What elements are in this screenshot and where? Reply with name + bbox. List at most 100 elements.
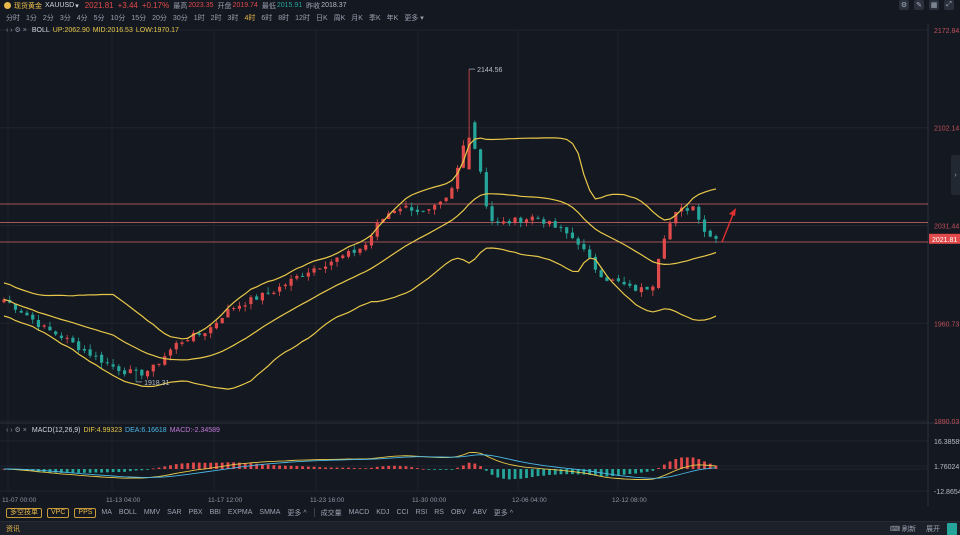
candle-body-16 <box>94 355 98 357</box>
expand-button[interactable]: 展开 <box>926 526 940 533</box>
macd-legend-toggle-icon[interactable]: ‹ › ⚙ × <box>6 427 27 434</box>
candle-body-4 <box>25 312 29 316</box>
sub-indicator-7[interactable]: ABV <box>472 509 487 516</box>
interval-15[interactable]: 8时 <box>278 14 290 22</box>
interval-5[interactable]: 5分 <box>93 14 105 22</box>
interval-0[interactable]: 分时 <box>6 14 20 22</box>
interval-14[interactable]: 6时 <box>261 14 273 22</box>
last-price: 2021.81 <box>84 1 114 10</box>
sub-indicator-8[interactable]: 更多 ^ <box>493 509 514 517</box>
candle-body-92 <box>530 216 534 221</box>
macd-bar-21 <box>123 469 126 472</box>
candle-body-50 <box>289 278 293 286</box>
interval-1[interactable]: 1分 <box>26 14 37 22</box>
sub-indicator-3[interactable]: CCI <box>396 509 409 516</box>
legend-toggle-icon[interactable]: ‹ › ⚙ × <box>6 27 27 34</box>
candle-body-39 <box>226 309 230 318</box>
candle-body-85 <box>490 206 494 222</box>
interval-6[interactable]: 10分 <box>110 14 126 22</box>
candle-body-18 <box>105 362 109 364</box>
draw-tool-icon[interactable]: ✎ <box>914 0 924 10</box>
macd-bar-106 <box>611 469 615 476</box>
candle-body-2 <box>13 303 18 310</box>
interval-20[interactable]: 季K <box>368 14 381 22</box>
interval-3[interactable]: 3分 <box>59 14 71 22</box>
interval-8[interactable]: 20分 <box>152 14 167 22</box>
candle-body-57 <box>329 261 333 266</box>
candle-body-120 <box>691 206 695 211</box>
candle-body-12 <box>71 337 75 343</box>
fullscreen-icon[interactable]: ⤢ <box>944 0 954 10</box>
candle-body-35 <box>203 333 207 337</box>
interval-7[interactable]: 15分 <box>131 14 147 22</box>
main-indicator-1[interactable]: BOLL <box>118 509 137 516</box>
interval-2[interactable]: 2分 <box>42 14 54 22</box>
candle-body-96 <box>553 221 557 228</box>
macd-bar-35 <box>203 462 207 470</box>
indicator-button-2[interactable]: PPS <box>74 507 97 518</box>
indicator-button-0[interactable]: 多空技单 <box>6 507 42 518</box>
interval-17[interactable]: 日K <box>315 14 328 22</box>
interval-22[interactable]: 更多 ▾ <box>404 14 424 22</box>
interval-21[interactable]: 年K <box>386 14 399 22</box>
interval-4[interactable]: 4分 <box>76 14 88 22</box>
candle-body-24 <box>140 369 144 376</box>
indicator-bar: 多空技单 VPC PPS MA BOLL MMV SAR PBX BBI EXPMA SMMA 更多 … <box>0 506 960 519</box>
macd-bar-72 <box>416 468 419 470</box>
sub-indicator-4[interactable]: RSI <box>415 509 428 516</box>
chart-settings-icon[interactable]: ⚙ <box>899 0 909 10</box>
sub-indicator-0[interactable]: 成交量 <box>320 509 342 517</box>
sub-indicator-2[interactable]: KDJ <box>376 509 390 516</box>
macd-bar-114 <box>657 467 660 470</box>
interval-16[interactable]: 12时 <box>295 14 310 22</box>
candle-body-65 <box>375 222 379 237</box>
interval-11[interactable]: 2时 <box>210 14 222 22</box>
side-panel-toggle[interactable]: › <box>951 155 960 195</box>
main-indicator-7[interactable]: SMMA <box>259 509 281 516</box>
gold-logo-icon <box>4 2 11 9</box>
candle-body-0 <box>2 299 6 303</box>
candle-body-113 <box>651 286 655 291</box>
macd-value: MACD:-2.34589 <box>169 426 220 434</box>
macd-bar-121 <box>697 459 701 470</box>
candle-body-31 <box>180 342 184 344</box>
symbol-name[interactable]: 现货黄金 <box>14 2 42 10</box>
symbol-dropdown-icon[interactable]: ▾ <box>75 2 79 10</box>
symbol-code[interactable]: XAUUSD <box>45 2 75 9</box>
macd-bar-89 <box>513 469 517 480</box>
price-chart[interactable]: 2144.56 1918.31 2172.84 2102.14 2031.44 1960.… <box>0 0 960 506</box>
refresh-button[interactable]: ⌨ 刷新 <box>889 526 916 533</box>
stat-high-value: 2023.35 <box>188 2 214 9</box>
candle-body-72 <box>415 209 420 212</box>
main-indicator-3[interactable]: SAR <box>167 509 182 516</box>
indicator-button-1[interactable]: VPC <box>47 507 70 518</box>
sub-indicator-5[interactable]: RS <box>434 509 444 516</box>
candle-body-121 <box>697 206 701 220</box>
candle-body-86 <box>496 221 500 223</box>
sub-indicator-6[interactable]: OBV <box>450 509 466 516</box>
main-indicator-8[interactable]: 更多 ^ <box>287 509 307 517</box>
macd-bar-95 <box>548 469 551 475</box>
candle-body-25 <box>145 370 150 377</box>
price-change-pct: +0.17% <box>141 1 170 10</box>
macd-bar-100 <box>576 469 580 475</box>
interval-19[interactable]: 月K <box>351 14 363 22</box>
stat-high-label: 最高 <box>173 2 188 10</box>
main-indicator-2[interactable]: MMV <box>143 509 161 516</box>
main-indicator-6[interactable]: EXPMA <box>227 509 253 516</box>
main-indicator-5[interactable]: BBI <box>209 509 221 516</box>
interval-13[interactable]: 4时 <box>244 14 256 22</box>
macd-bar-60 <box>347 467 350 470</box>
interval-18[interactable]: 周K <box>333 14 346 22</box>
interval-12[interactable]: 3时 <box>227 14 239 22</box>
calendar-icon[interactable]: ▦ <box>929 0 939 10</box>
news-tab[interactable]: 资讯 <box>6 525 20 533</box>
main-indicator-4[interactable]: PBX <box>188 509 203 516</box>
low-annotation: 1918.31 <box>144 380 169 387</box>
interval-9[interactable]: 30分 <box>172 14 188 22</box>
main-indicator-0[interactable]: MA <box>101 509 112 516</box>
interval-10[interactable]: 1时 <box>193 14 205 22</box>
chart-background <box>0 24 960 506</box>
sub-indicator-1[interactable]: MACD <box>348 509 370 516</box>
toolbar-icons: ⚙ ✎ ▦ ⤢ <box>899 0 954 10</box>
